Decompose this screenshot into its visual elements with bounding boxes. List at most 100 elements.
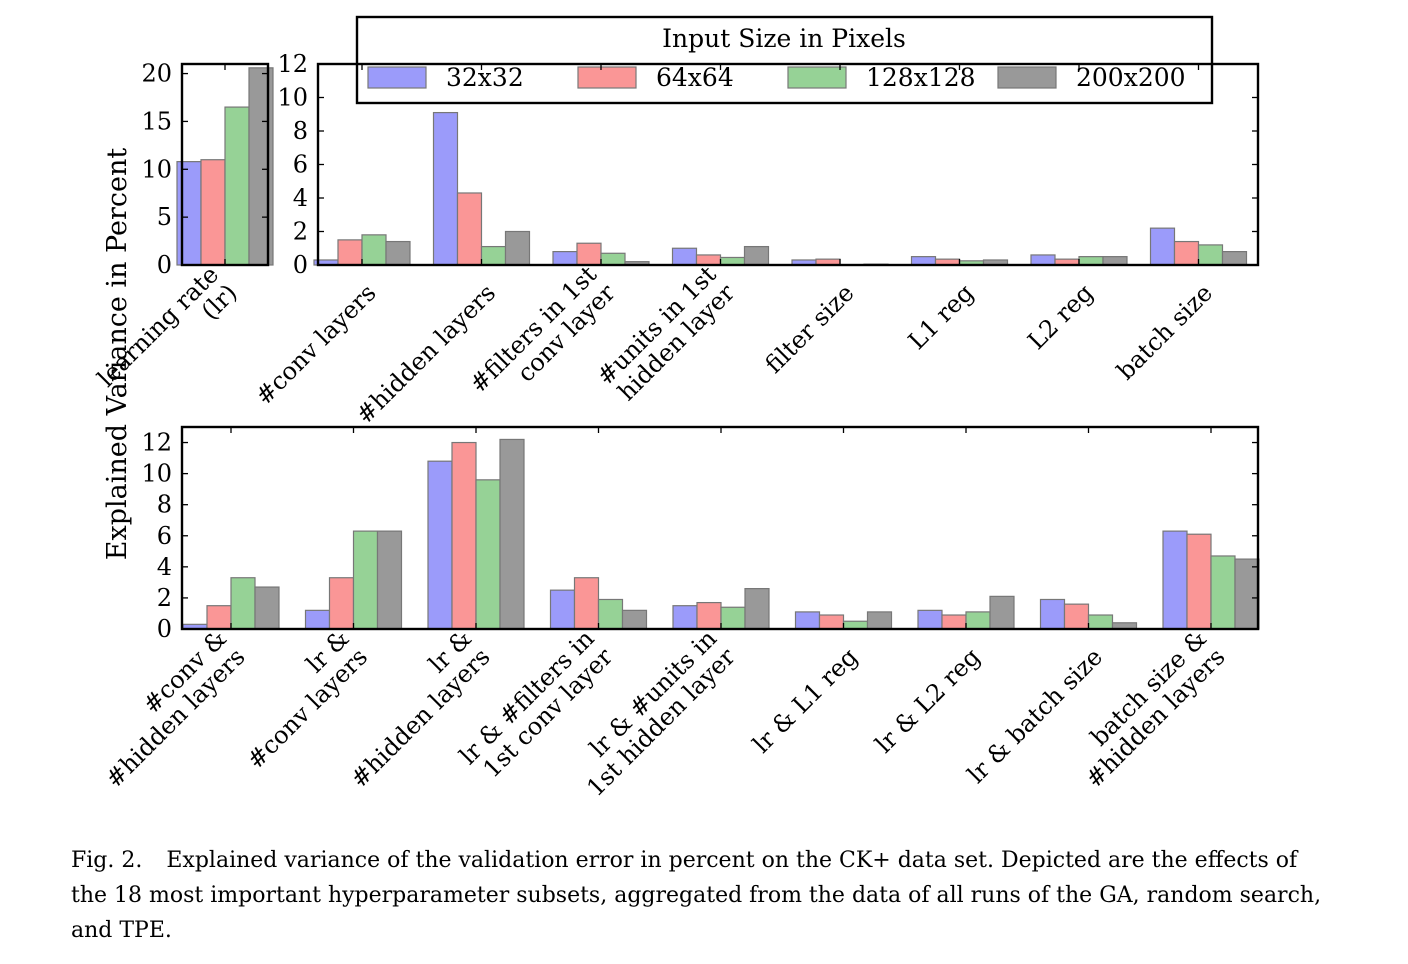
bar-32x32-lr-batch-size [1039, 598, 1066, 630]
bar-128x128-lr-l2-reg [965, 611, 991, 630]
bar-200x200-lr-l2-reg [989, 595, 1015, 630]
bar-200x200-lr-hidden-layers [499, 438, 525, 630]
x-tick-label-line: lr & L1 reg [747, 643, 863, 759]
y-tick-label: 12 [277, 50, 308, 78]
caption-label: Fig. 2. [71, 848, 143, 873]
bar-32x32-lr-filters-in-1st-conv-layer [549, 589, 576, 630]
x-tick-label-filters-in-1st-conv-layer: #filters in 1stconv layer [464, 260, 621, 417]
bar-64x64-learning-rate-lr [200, 159, 226, 266]
bar-32x32-lr-conv-layers [304, 609, 331, 630]
y-tick-label: 10 [141, 460, 172, 488]
legend: Input Size in Pixels 32x32 64x64 128x128 200… [355, 15, 1214, 105]
bar-200x200-lr-filters-in-1st-conv-layer [621, 609, 648, 630]
legend-swatch-32x32 [367, 66, 427, 89]
bar-128x128-lr-units-in-1st-hidden-layer [720, 606, 746, 630]
bar-128x128-hidden-layers [480, 245, 507, 266]
x-tick-label-conv-hidden-layers: #conv &#hidden layers [82, 624, 251, 793]
bar-200x200-lr-conv-layers [376, 530, 403, 630]
y-tick-label: 5 [157, 203, 172, 231]
legend-label-128x128: 128x128 [866, 63, 976, 92]
bar-32x32-filters-in-1st-conv-layer [552, 251, 578, 266]
x-tick-label-batch-size: batch size [1112, 279, 1219, 386]
x-tick-label-lr-l2-reg: lr & L2 reg [870, 643, 986, 759]
legend-label-64x64: 64x64 [656, 63, 734, 92]
x-tick-label-l1-reg: L1 reg [903, 279, 979, 355]
bar-64x64-lr-batch-size [1063, 603, 1090, 630]
bar-128x128-lr-filters-in-1st-conv-layer [597, 598, 624, 630]
x-tick-label-line: L1 reg [903, 279, 979, 355]
legend-label-200x200: 200x200 [1076, 63, 1186, 92]
bar-200x200-batch-size [1221, 251, 1248, 266]
legend-swatch-64x64 [577, 66, 637, 89]
bar-64x64-lr-units-in-1st-hidden-layer [696, 601, 722, 630]
x-tick-label-lr-l1-reg: lr & L1 reg [747, 643, 863, 759]
bar-128x128-batch-size-hidden-layers [1210, 555, 1236, 630]
bar-32x32-lr-units-in-1st-hidden-layer [672, 605, 698, 630]
x-tick-label-units-in-1st-hidden-layer: #units in 1sthidden layer [591, 260, 740, 409]
x-tick-label-line: #conv layers [250, 279, 382, 411]
x-tick-label-line: lr & L2 reg [870, 643, 986, 759]
y-tick-label: 6 [157, 522, 172, 550]
bar-64x64-hidden-layers [456, 192, 483, 266]
bar-200x200-batch-size-hidden-layers [1234, 558, 1260, 630]
legend-swatch-128x128 [787, 66, 847, 89]
x-tick-label-line: L2 reg [1022, 279, 1098, 355]
bar-64x64-lr-conv-layers [328, 577, 355, 630]
bar-64x64-batch-size-hidden-layers [1186, 533, 1212, 630]
bar-64x64-lr-l1-reg [818, 614, 845, 630]
bar-200x200-conv-layers [385, 240, 411, 266]
bar-200x200-lr-l1-reg [866, 611, 893, 630]
bar-64x64-batch-size [1173, 240, 1200, 266]
bar-64x64-lr-hidden-layers [451, 441, 477, 630]
y-tick-label: 0 [293, 251, 308, 279]
bar-200x200-hidden-layers [504, 230, 531, 266]
bar-200x200-units-in-1st-hidden-layer [743, 245, 770, 266]
y-tick-label: 8 [157, 491, 172, 519]
bar-128x128-lr-hidden-layers [475, 479, 501, 630]
bar-32x32-lr-hidden-layers [427, 460, 453, 630]
bar-128x128-conv-hidden-layers [230, 577, 256, 630]
bar-200x200-learning-rate-lr [248, 67, 274, 266]
bar-128x128-lr-conv-layers [352, 530, 379, 630]
bar-128x128-batch-size [1197, 244, 1224, 266]
bar-128x128-learning-rate-lr [224, 106, 250, 266]
plot-frame [180, 425, 1260, 631]
y-axis-label: Explained Variance in Percent [102, 148, 133, 561]
legend-title: Input Size in Pixels [662, 24, 906, 53]
y-tick-label: 0 [157, 615, 172, 643]
chart-panel-bottom: #conv &#hidden layers lr &#conv layers lr … [82, 425, 1260, 802]
bar-32x32-lr-l1-reg [794, 611, 821, 630]
y-tick-label: 4 [157, 553, 172, 581]
y-tick-label: 2 [157, 584, 172, 612]
bar-32x32-l2-reg [1030, 254, 1056, 266]
bar-32x32-l1-reg [910, 256, 937, 266]
bar-64x64-lr-filters-in-1st-conv-layer [573, 577, 600, 630]
bar-200x200-l2-reg [1102, 256, 1128, 266]
y-tick-label: 6 [293, 151, 308, 179]
bar-128x128-filters-in-1st-conv-layer [600, 252, 626, 266]
x-tick-label-filter-size: filter size [760, 279, 860, 379]
bar-32x32-learning-rate-lr [176, 161, 202, 266]
legend-box [355, 15, 1214, 105]
legend-swatch-200x200 [997, 66, 1057, 89]
y-tick-label: 4 [293, 184, 308, 212]
bar-32x32-batch-size-hidden-layers [1162, 530, 1188, 630]
x-tick-label-line: filter size [760, 279, 860, 379]
y-tick-label: 0 [157, 251, 172, 279]
x-tick-label-line: batch size [1112, 279, 1219, 386]
bar-32x32-batch-size [1149, 227, 1176, 266]
bar-32x32-units-in-1st-hidden-layer [671, 247, 698, 266]
y-tick-label: 8 [293, 117, 308, 145]
y-tick-label: 10 [277, 84, 308, 112]
caption-text: Explained variance of the validation err… [71, 848, 1322, 943]
bar-128x128-lr-batch-size [1087, 614, 1114, 630]
x-tick-label-l2-reg: L2 reg [1022, 279, 1098, 355]
chart-panel-top-right: #conv layers#hidden layers#filters in 1s… [250, 50, 1260, 429]
plot-frame [316, 62, 1260, 267]
y-tick-label: 10 [141, 155, 172, 183]
legend-label-32x32: 32x32 [446, 63, 524, 92]
bar-200x200-conv-hidden-layers [254, 586, 280, 630]
y-tick-label: 2 [293, 218, 308, 246]
bar-32x32-hidden-layers [432, 111, 459, 266]
